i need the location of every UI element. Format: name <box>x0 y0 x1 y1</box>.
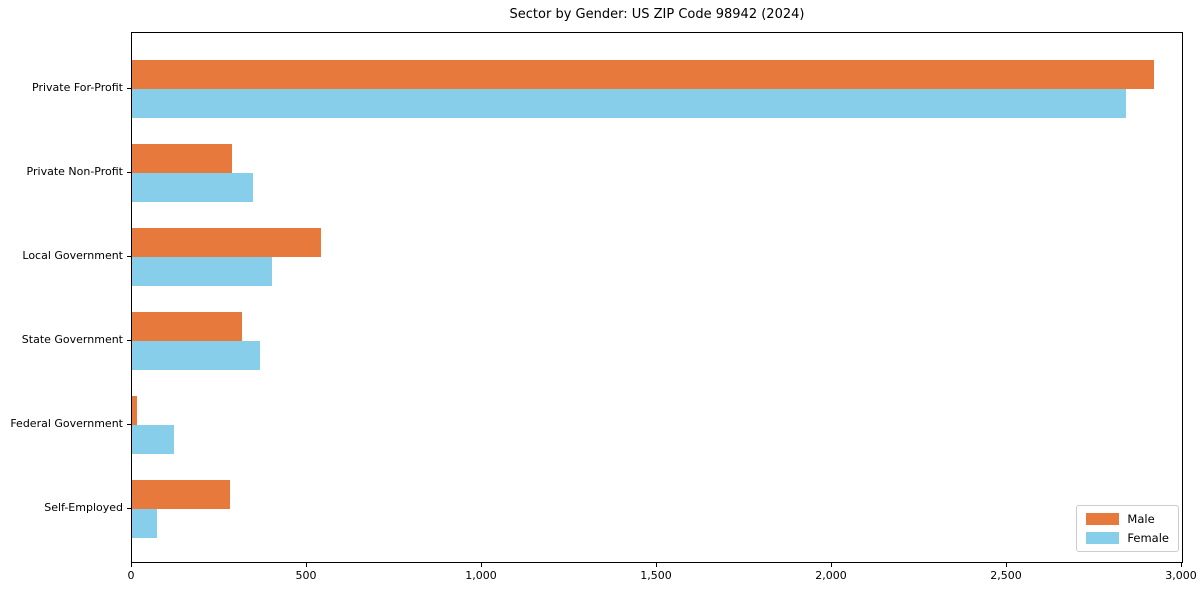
y-axis-tick-mark <box>127 423 131 425</box>
y-axis-tick-mark <box>127 87 131 89</box>
bar-male-self-employed <box>132 479 230 509</box>
x-axis-tick-mark <box>481 563 482 567</box>
x-axis-tick-mark <box>831 563 832 567</box>
bar-female-private-for-profit <box>132 88 1126 118</box>
y-axis-tick-mark <box>127 339 131 341</box>
y-axis-label-local-government: Local Government <box>22 248 123 262</box>
y-axis-label-private-non-profit: Private Non-Profit <box>26 164 123 178</box>
x-axis-tick-label: 1,000 <box>465 569 497 582</box>
y-axis-tick-mark <box>127 171 131 173</box>
x-axis-tick-label: 1,500 <box>640 569 672 582</box>
legend-swatch-male <box>1086 513 1120 525</box>
legend-label-male: Male <box>1127 512 1155 526</box>
y-axis-tick-mark <box>127 255 131 257</box>
bar-female-state-government <box>132 340 260 370</box>
x-axis-tick-mark <box>131 563 132 567</box>
x-axis-tick-mark <box>306 563 307 567</box>
bar-male-local-government <box>132 227 321 257</box>
plot-area: Male Female <box>131 32 1183 563</box>
bar-male-private-for-profit <box>132 59 1154 89</box>
bar-male-state-government <box>132 311 242 341</box>
y-axis-label-private-for-profit: Private For-Profit <box>32 80 123 94</box>
x-axis-tick-label: 0 <box>127 569 135 582</box>
legend-item-male: Male <box>1086 512 1169 526</box>
x-axis-tick-label: 500 <box>295 569 317 582</box>
y-axis-label-federal-government: Federal Government <box>10 416 123 430</box>
legend-item-female: Female <box>1086 531 1169 545</box>
y-axis-tick-mark <box>127 507 131 509</box>
x-axis-tick-label: 2,000 <box>815 569 847 582</box>
x-axis-tick-mark <box>1181 563 1182 567</box>
legend: Male Female <box>1076 505 1179 552</box>
bar-female-private-non-profit <box>132 172 253 202</box>
x-axis-tick-label: 3,000 <box>1165 569 1197 582</box>
chart-title: Sector by Gender: US ZIP Code 98942 (202… <box>509 7 805 22</box>
bar-female-federal-government <box>132 424 174 454</box>
x-axis-tick-label: 2,500 <box>990 569 1022 582</box>
bar-male-private-non-profit <box>132 143 232 173</box>
x-axis-tick-mark <box>656 563 657 567</box>
y-axis-label-self-employed: Self-Employed <box>44 500 123 514</box>
bar-female-local-government <box>132 256 272 286</box>
bar-female-self-employed <box>132 508 157 538</box>
bar-male-federal-government <box>132 395 137 425</box>
legend-label-female: Female <box>1127 531 1169 545</box>
legend-swatch-female <box>1086 532 1120 544</box>
y-axis-label-state-government: State Government <box>21 332 123 346</box>
x-axis-tick-mark <box>1006 563 1007 567</box>
